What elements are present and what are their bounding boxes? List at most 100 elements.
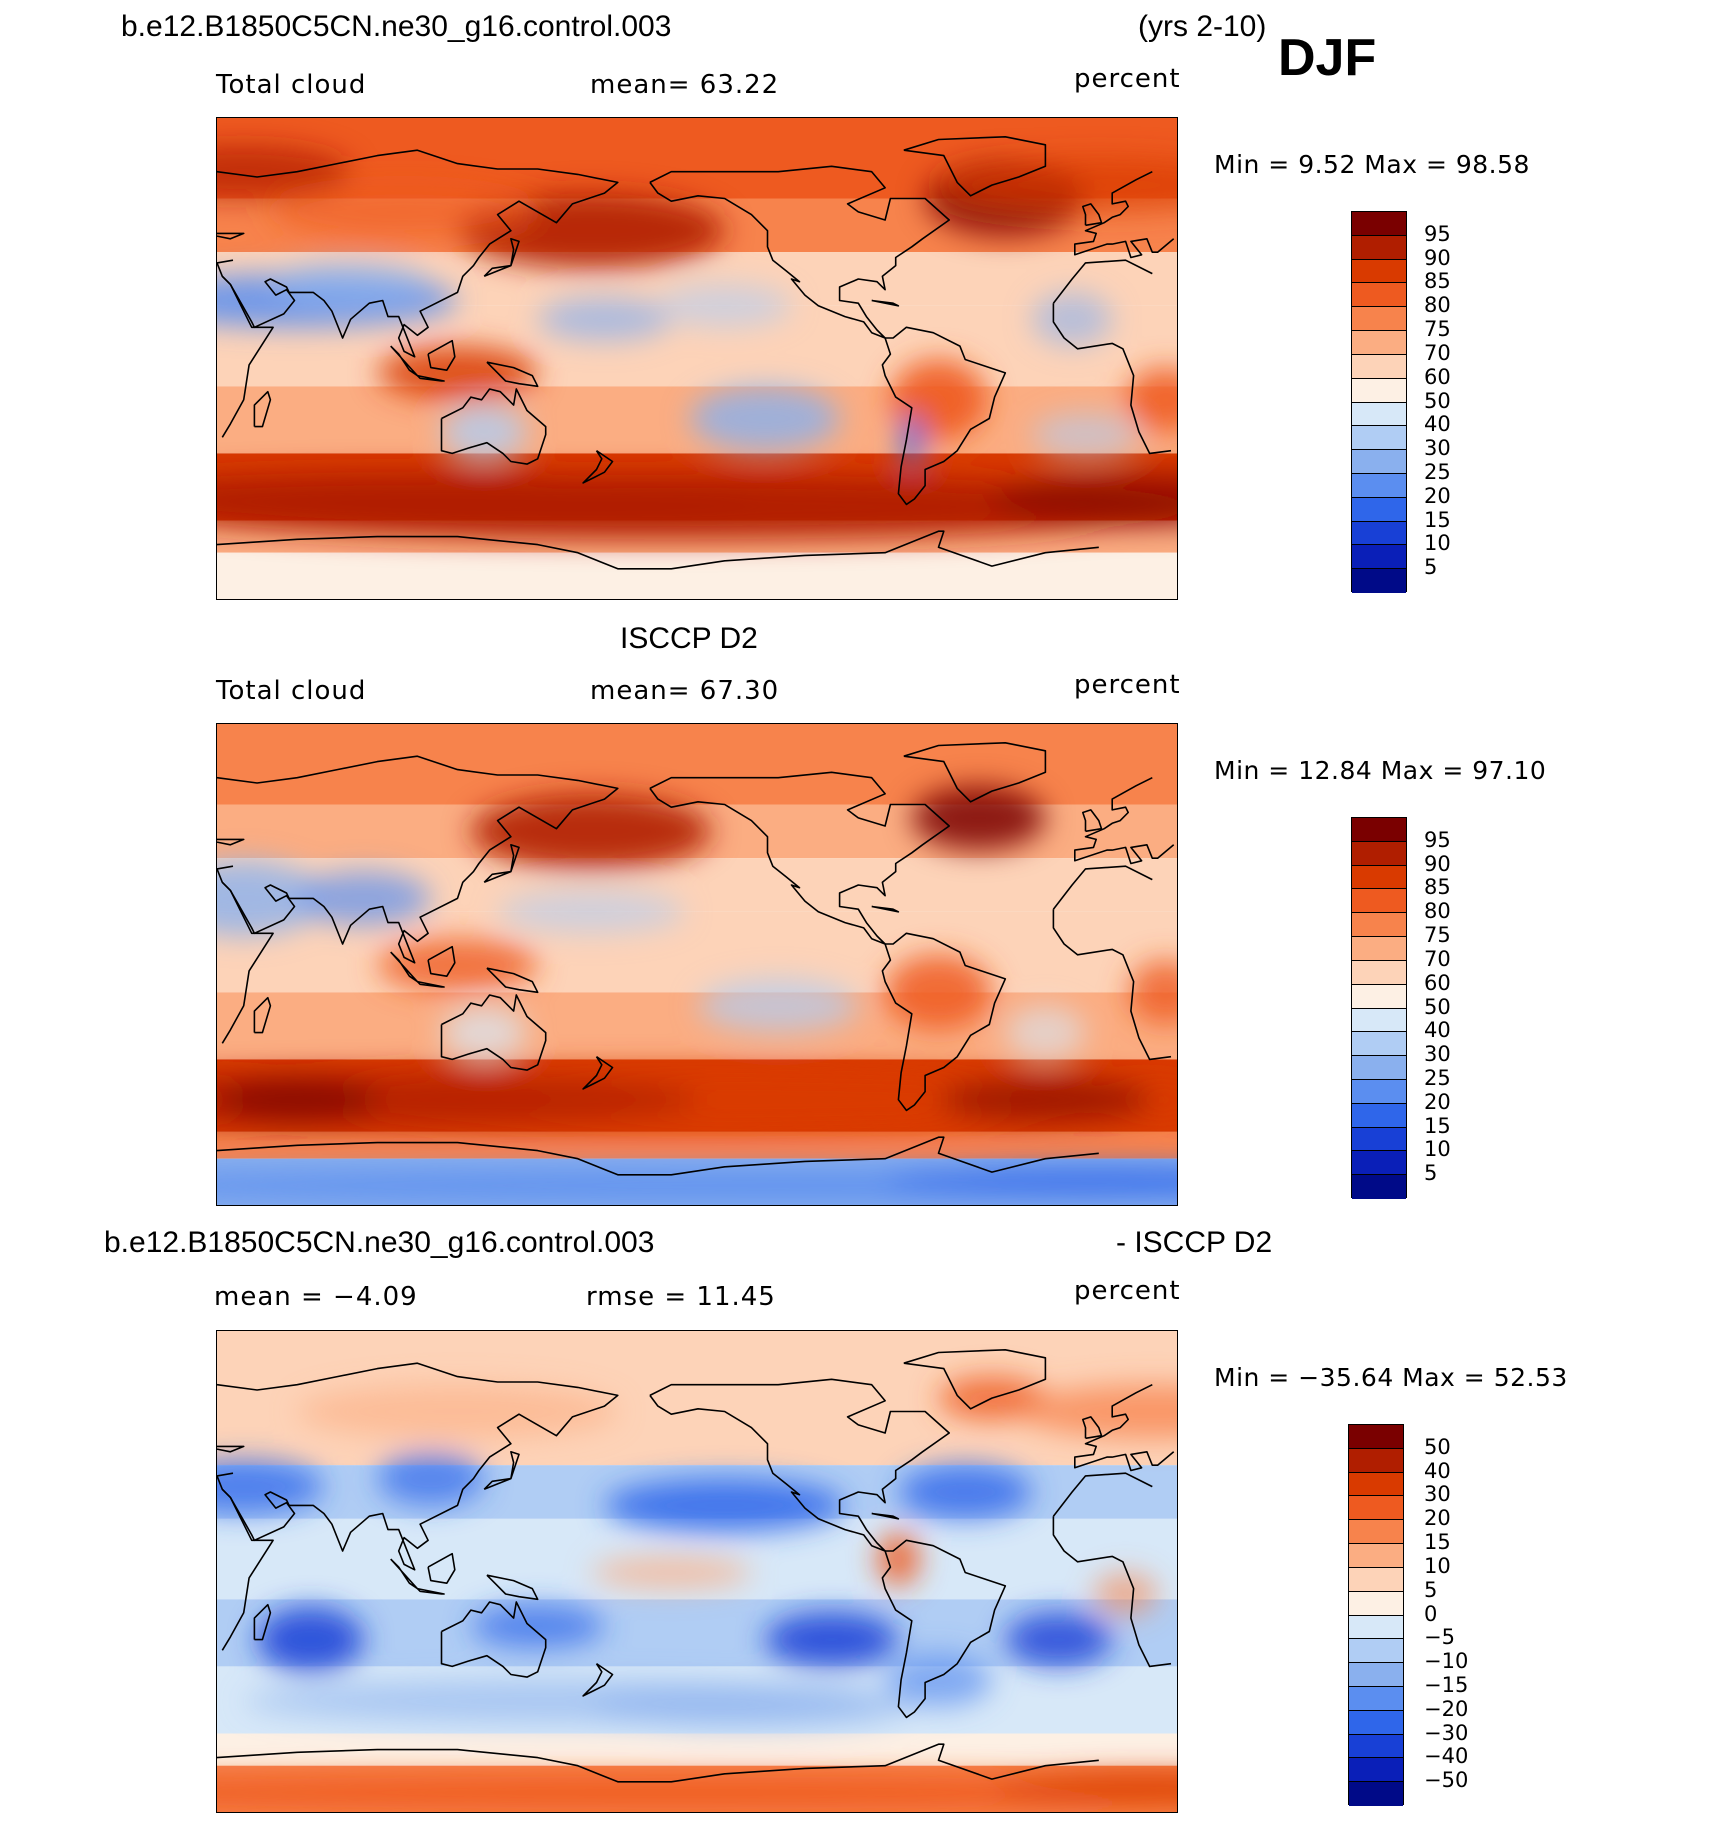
colorbar-swatch <box>1352 818 1406 842</box>
field-anomaly <box>441 405 527 459</box>
colorbar-swatch <box>1352 841 1406 866</box>
field-anomaly <box>441 1005 527 1060</box>
colorbar-swatch <box>1352 545 1406 570</box>
years-label: (yrs 2-10) <box>1138 10 1267 43</box>
coastline <box>440 994 547 1071</box>
colorbar-swatch <box>1349 1686 1403 1711</box>
panel2-minmax: Min = 12.84 Max = 97.10 <box>1214 756 1547 785</box>
coastline <box>440 1601 547 1678</box>
colorbar-tick-label: 95 <box>1424 221 1451 246</box>
colorbar-swatch <box>1352 235 1406 260</box>
coastline <box>649 771 951 945</box>
colorbar-tick-label: −10 <box>1424 1649 1469 1674</box>
coastline <box>253 390 272 428</box>
field-anomaly <box>689 386 840 451</box>
abs-colorbar-middle <box>1351 817 1407 1199</box>
colorbar-swatch <box>1352 283 1406 308</box>
panel3-rmse-label: rmse = 11.45 <box>586 1282 776 1312</box>
coastline <box>217 838 245 846</box>
coastline <box>217 1445 245 1453</box>
colorbar-swatch <box>1349 1448 1403 1473</box>
colorbar-swatch <box>1352 984 1406 1009</box>
colorbar-tick-label: 15 <box>1424 507 1451 532</box>
colorbar-tick-label: 80 <box>1424 899 1451 924</box>
panel1-units-label: percent <box>1074 64 1181 94</box>
panel3-mean-label: mean = −4.09 <box>214 1282 418 1312</box>
panel2-title: ISCCP D2 <box>620 622 758 655</box>
colorbar-tick-label: −40 <box>1424 1744 1469 1769</box>
coastline <box>871 299 900 307</box>
coastline <box>1073 1383 1175 1472</box>
colorbar-swatch <box>1352 212 1406 236</box>
field-anomaly <box>1093 1572 1158 1616</box>
coastline <box>483 1451 520 1491</box>
colorbar-swatch <box>1352 1056 1406 1080</box>
case-title: b.e12.B1850C5CN.ne30_g16.control.003 <box>121 10 672 43</box>
coastline <box>871 905 900 913</box>
coastline <box>1073 776 1175 865</box>
colorbar-tick-label: −5 <box>1424 1625 1455 1650</box>
colorbar-swatch <box>1352 331 1406 355</box>
coastline <box>416 980 445 988</box>
field-anomaly <box>1032 292 1113 347</box>
colorbar-tick-label: 20 <box>1424 1506 1451 1531</box>
panel2-variable-label: Total cloud <box>216 676 367 706</box>
colorbar-tick-label: 10 <box>1424 1553 1451 1578</box>
colorbar-tick-label: 5 <box>1424 555 1438 580</box>
season-label: DJF <box>1278 29 1377 87</box>
field-anomaly <box>938 1078 1153 1122</box>
colorbar-tick-label: 20 <box>1424 1089 1451 1114</box>
colorbar-swatch <box>1352 1103 1406 1128</box>
field-anomaly <box>898 1465 1033 1519</box>
coastline <box>486 1574 539 1601</box>
field-band <box>217 552 1177 599</box>
panel1-minmax: Min = 9.52 Max = 98.58 <box>1214 150 1530 179</box>
coastline <box>416 374 445 382</box>
coastline <box>217 755 619 964</box>
field-anomaly <box>470 793 712 869</box>
field-anomaly <box>217 1459 324 1514</box>
coastline <box>903 741 1047 803</box>
coastline <box>1052 909 1172 1061</box>
field-anomaly <box>1032 413 1139 457</box>
colorbar-swatch <box>1352 913 1406 938</box>
colorbar-swatch <box>1352 1079 1406 1104</box>
field-anomaly <box>470 1604 605 1648</box>
colorbar-swatch <box>1352 569 1406 593</box>
colorbar-tick-label: 60 <box>1424 970 1451 995</box>
coastline <box>903 135 1047 197</box>
colorbar-tick-label: 30 <box>1424 1482 1451 1507</box>
field-anomaly <box>217 472 752 526</box>
field-anomaly <box>217 1776 1177 1809</box>
coastline <box>390 951 419 983</box>
field-anomaly <box>591 1556 752 1589</box>
coastline <box>483 238 520 278</box>
field-anomaly <box>591 1685 912 1729</box>
panel3-units-label: percent <box>1074 1276 1181 1306</box>
coastline <box>486 967 539 994</box>
field-anomaly <box>885 954 992 1030</box>
coastline <box>427 339 456 371</box>
field-anomaly <box>877 1532 920 1586</box>
coastline <box>903 1348 1047 1410</box>
coastline <box>390 345 419 377</box>
colorbar-swatch <box>1352 473 1406 498</box>
colorbar-swatch <box>1349 1710 1403 1735</box>
colorbar-tick-label: 70 <box>1424 340 1451 365</box>
coastline <box>217 232 245 240</box>
colorbar-tick-label: 85 <box>1424 269 1451 294</box>
coastline <box>427 1552 456 1584</box>
colorbar-swatch <box>1352 1151 1406 1176</box>
panel1-mean-label: mean= 63.22 <box>590 70 780 100</box>
coastline <box>217 1362 619 1571</box>
field-band <box>217 911 1177 993</box>
field-anomaly <box>885 1166 1177 1194</box>
coastline <box>253 1603 272 1641</box>
field-anomaly <box>885 1653 992 1707</box>
panel2-mean-label: mean= 67.30 <box>590 676 780 706</box>
colorbar-swatch <box>1349 1782 1403 1806</box>
colorbar-tick-label: 75 <box>1424 317 1451 342</box>
colorbar-tick-label: 50 <box>1424 1434 1451 1459</box>
field-anomaly <box>270 185 538 239</box>
colorbar-swatch <box>1349 1615 1403 1640</box>
